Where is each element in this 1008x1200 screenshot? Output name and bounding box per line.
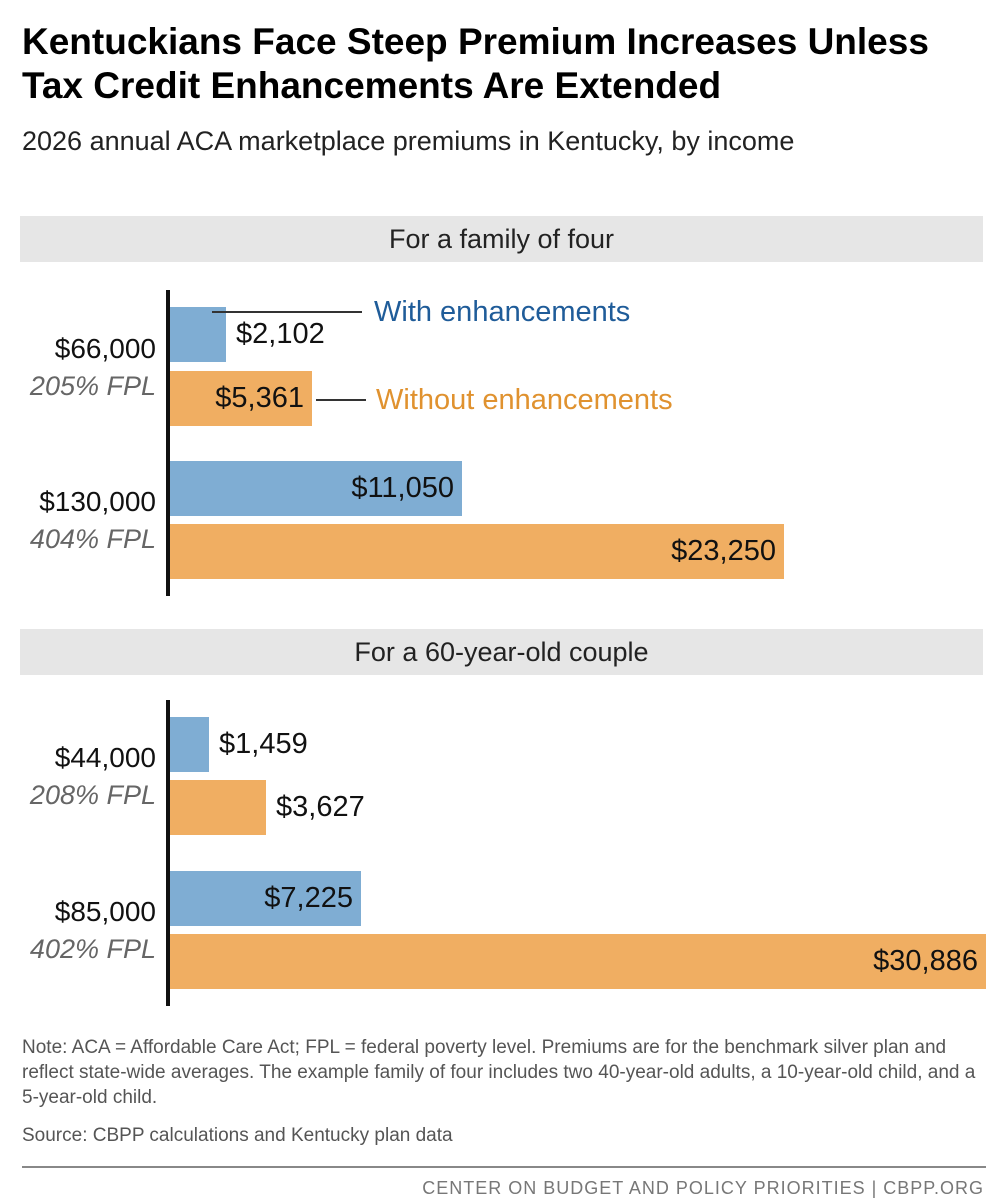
fpl-label: 205% FPL	[29, 370, 156, 401]
without-value-label: $23,250	[671, 535, 776, 567]
fpl-label: 208% FPL	[29, 780, 156, 810]
with-value-label: $7,225	[264, 882, 353, 914]
bar-without-enhancements	[170, 780, 266, 835]
income-label: $130,000	[39, 486, 156, 517]
legend-leader-with	[212, 311, 362, 313]
without-value-label: $3,627	[276, 791, 365, 823]
fpl-label: 404% FPL	[29, 524, 156, 554]
category-axis	[166, 700, 170, 1006]
legend-leader-without	[316, 399, 366, 401]
income-label: $66,000	[54, 332, 156, 364]
footer-divider	[22, 1166, 986, 1168]
bar-with-enhancements	[170, 871, 361, 926]
panel-title: For a family of four	[20, 216, 983, 262]
chart-source: Source: CBPP calculations and Kentucky p…	[22, 1125, 453, 1146]
with-value-label: $2,102	[236, 318, 325, 350]
chart-subtitle: 2026 annual ACA marketplace premiums in …	[22, 126, 795, 156]
fpl-label: 402% FPL	[29, 934, 156, 964]
chart-note: Note: ACA = Affordable Care Act; FPL = f…	[22, 1037, 976, 1108]
chart-title: Kentuckians Face Steep Premium Increases…	[22, 21, 929, 106]
without-value-label: $5,361	[215, 382, 304, 414]
legend-with-enhancements: With enhancements	[374, 296, 631, 328]
bar-with-enhancements	[170, 307, 226, 362]
bar-with-enhancements	[170, 461, 462, 516]
income-label: $44,000	[54, 742, 156, 773]
bar-without-enhancements	[170, 934, 986, 989]
category-axis	[166, 290, 170, 596]
income-label: $85,000	[54, 896, 156, 927]
bar-without-enhancements	[170, 371, 312, 426]
bar-with-enhancements	[170, 717, 209, 772]
with-value-label: $11,050	[351, 472, 454, 504]
bar-without-enhancements	[170, 524, 784, 579]
footer-credit: CENTER ON BUDGET AND POLICY PRIORITIES |…	[422, 1178, 984, 1198]
without-value-label: $30,886	[873, 945, 978, 977]
panel-title: For a 60-year-old couple	[20, 629, 983, 675]
legend-without-enhancements: Without enhancements	[376, 384, 673, 416]
with-value-label: $1,459	[219, 728, 308, 760]
